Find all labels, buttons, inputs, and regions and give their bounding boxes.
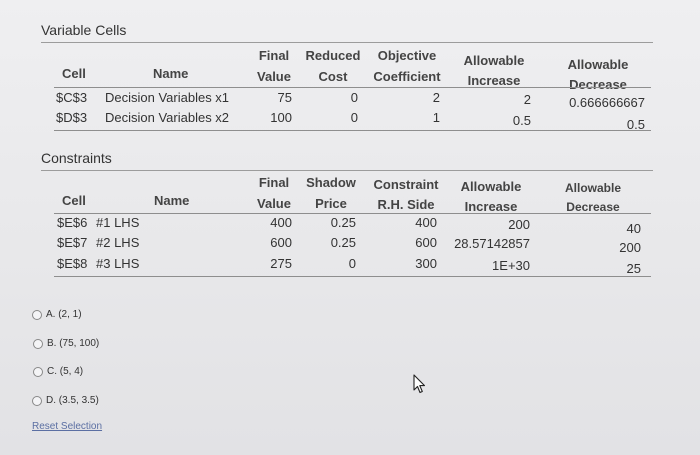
vc-row2-decrease: 0.5 [626,117,645,132]
c-header-increase-2: Increase [464,199,518,214]
c-row2-decrease: 200 [619,240,641,255]
c-row3-shadow: 0 [348,256,356,271]
constraints-title: Constraints [41,150,112,166]
option-a[interactable]: A. (2, 1) [32,309,82,320]
c-header-increase-1: Allowable [460,179,522,194]
option-b-label: B. (75, 100) [47,338,100,349]
c-row1-shadow: 0.25 [330,215,356,230]
vc-row2-objective: 1 [432,110,440,125]
option-c-label: C. (5, 4) [47,366,84,377]
vc-header-decrease-2: Decrease [569,77,627,92]
constraints-title-rule [41,170,653,171]
c-row1-increase: 200 [508,217,530,232]
vc-header-objective-2: Coefficient [373,69,441,84]
c-bottom-rule [54,276,651,277]
vc-bottom-rule [54,130,651,131]
c-row2-final: 600 [270,235,292,250]
c-row1-rhs: 400 [415,215,437,230]
vc-row1-name: Decision Variables x1 [105,90,230,105]
c-header-shadow-2: Price [315,196,347,211]
vc-row2-final: 100 [270,110,292,125]
c-row3-final: 275 [270,256,292,271]
vc-row2-reduced: 0 [350,110,358,125]
c-header-decrease-2: Decrease [566,200,620,214]
c-row1-decrease: 40 [626,221,641,236]
c-header-name: Name [154,193,190,208]
option-d[interactable]: D. (3.5, 3.5) [32,395,99,406]
c-row3-rhs: 300 [415,256,437,271]
option-d-label: D. (3.5, 3.5) [46,395,99,406]
vc-header-reduced-2: Cost [318,69,348,84]
vc-header-rule [54,87,651,88]
c-header-rhs-2: R.H. Side [377,197,435,212]
option-a-label: A. (2, 1) [46,309,82,320]
variable-cells-title: Variable Cells [41,22,127,38]
radio-button-icon[interactable] [32,395,42,406]
vc-row1-decrease: 0.666666667 [569,95,645,110]
vc-header-decrease-1: Allowable [567,57,629,72]
c-row1-final: 400 [270,215,292,230]
c-header-shadow-1: Shadow [306,175,356,190]
variable-cells-title-rule [41,42,653,43]
c-header-final-1: Final [258,175,290,190]
vc-header-cell: Cell [62,66,86,81]
vc-header-reduced-1: Reduced [305,48,361,63]
vc-row1-objective: 2 [432,90,440,105]
vc-row1-increase: 2 [523,92,531,107]
vc-header-objective-1: Objective [377,48,437,63]
c-row1-name: #1 LHS [96,215,140,230]
vc-row2-cell: $D$3 [56,110,88,125]
radio-button-icon[interactable] [33,366,43,377]
c-header-cell: Cell [62,193,86,208]
vc-header-name: Name [153,66,189,81]
c-header-rhs-1: Constraint [373,177,439,192]
mouse-pointer-icon [413,374,427,399]
c-row1-cell: $E$6 [57,215,88,230]
c-header-final-2: Value [257,196,291,211]
radio-button-icon[interactable] [32,309,42,320]
c-header-decrease-1: Allowable [564,181,621,195]
c-row2-rhs: 600 [415,235,437,250]
reset-selection-link[interactable]: Reset Selection [32,421,103,432]
vc-row2-increase: 0.5 [512,113,531,128]
vc-row2-name: Decision Variables x2 [105,110,230,125]
vc-row1-cell: $C$3 [56,90,88,105]
c-row2-shadow: 0.25 [330,235,356,250]
c-row2-name: #2 LHS [96,235,140,250]
option-b[interactable]: B. (75, 100) [33,338,99,349]
vc-header-final-1: Final [258,48,290,63]
c-row3-increase: 1E+30 [492,258,530,273]
c-header-rule [54,213,651,214]
vc-header-final-2: Value [257,69,291,84]
vc-row1-reduced: 0 [350,90,358,105]
c-row3-cell: $E$8 [57,256,88,271]
radio-button-icon[interactable] [33,338,43,349]
option-c[interactable]: C. (5, 4) [33,366,83,377]
vc-row1-final: 75 [277,90,292,105]
c-row2-cell: $E$7 [57,235,88,250]
c-row3-decrease: 25 [626,261,641,276]
vc-header-increase-2: Increase [467,73,521,88]
c-row2-increase: 28.57142857 [454,236,530,251]
vc-header-increase-1: Allowable [463,53,525,68]
c-row3-name: #3 LHS [96,256,140,271]
